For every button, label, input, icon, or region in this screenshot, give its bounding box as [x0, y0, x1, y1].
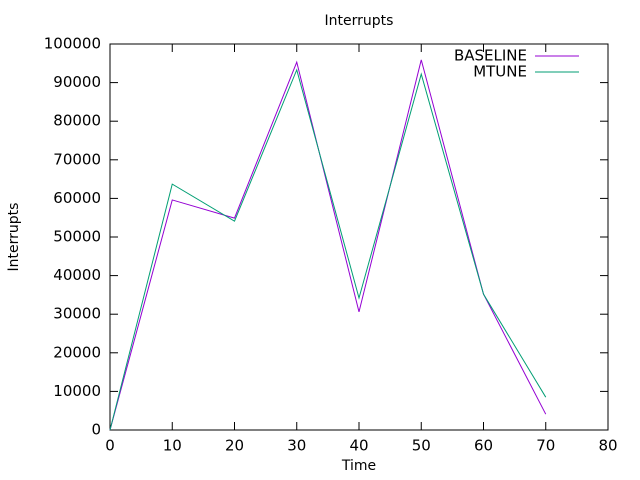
x-tick-label: 40: [349, 437, 368, 455]
x-tick-label: 50: [412, 437, 431, 455]
y-tick-label: 10000: [53, 382, 101, 400]
y-tick-label: 0: [91, 421, 101, 439]
chart-title: Interrupts: [325, 13, 394, 29]
x-axis-label: Time: [341, 458, 376, 474]
legend-label: BASELINE: [454, 47, 527, 65]
line-series: [109, 59, 547, 431]
y-tick-label: 80000: [53, 112, 101, 130]
y-tick-label: 50000: [53, 228, 101, 246]
y-tick-label: 90000: [53, 73, 101, 91]
legend-label: MTUNE: [473, 63, 527, 81]
line-series: [109, 68, 547, 431]
y-tick-label: 60000: [53, 189, 101, 207]
x-tick-label: 0: [105, 437, 115, 455]
x-tick-label: 20: [225, 437, 244, 455]
y-tick-label: 40000: [53, 266, 101, 284]
y-tick-label: 100000: [44, 35, 101, 53]
y-tick-label: 20000: [53, 343, 101, 361]
x-tick-label: 80: [598, 437, 617, 455]
x-tick-label: 30: [287, 437, 306, 455]
x-tick-label: 70: [536, 437, 555, 455]
x-tick-label: 10: [163, 437, 182, 455]
x-tick-label: 60: [474, 437, 493, 455]
plot-border: [109, 43, 609, 431]
y-tick-label: 70000: [53, 150, 101, 168]
y-tick-label: 30000: [53, 305, 101, 323]
y-axis-label: Interrupts: [6, 203, 22, 272]
